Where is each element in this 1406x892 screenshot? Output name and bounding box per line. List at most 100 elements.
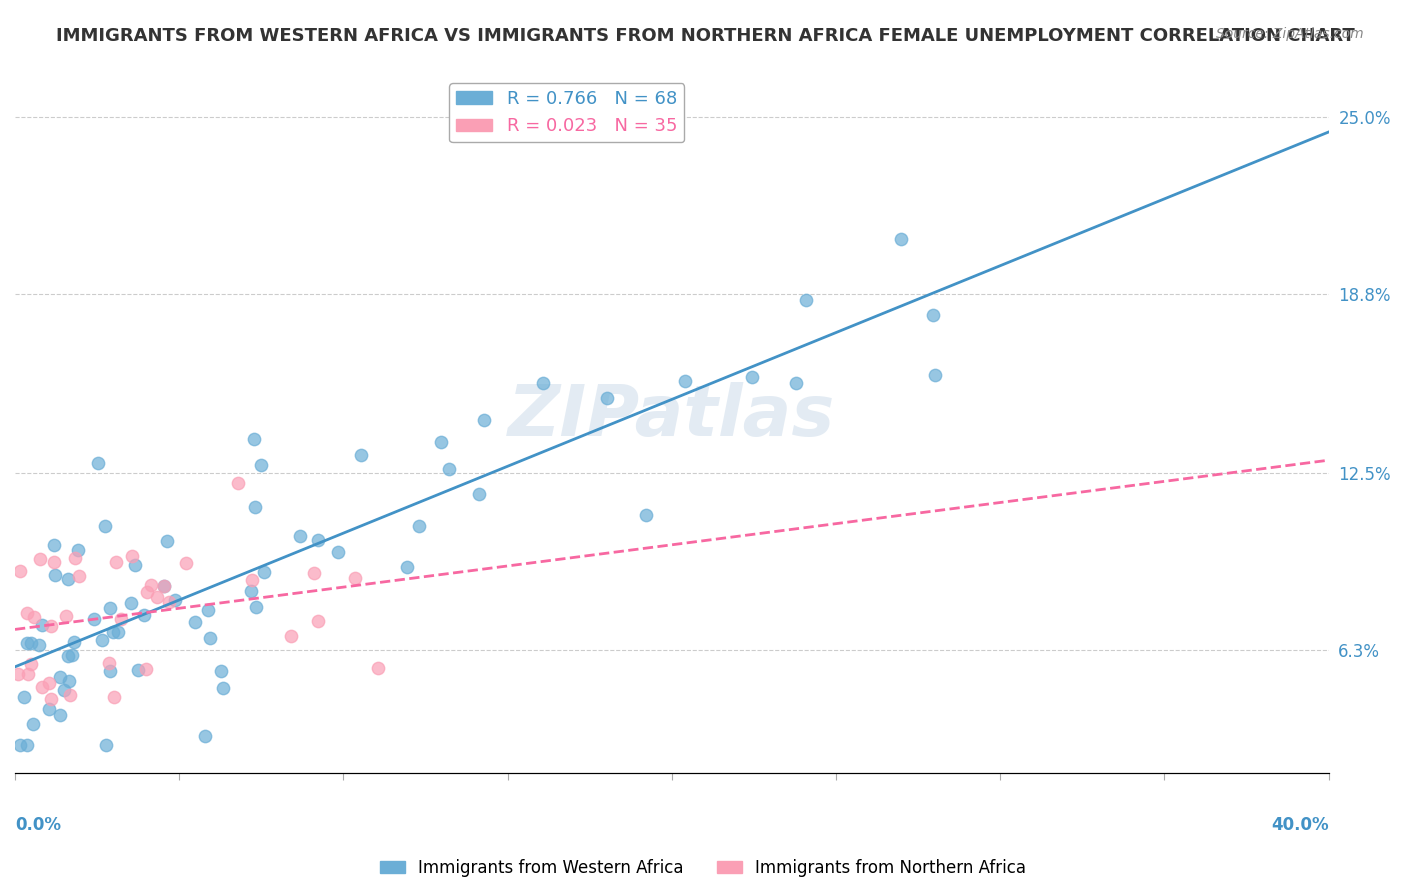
Text: IMMIGRANTS FROM WESTERN AFRICA VS IMMIGRANTS FROM NORTHERN AFRICA FEMALE UNEMPLO: IMMIGRANTS FROM WESTERN AFRICA VS IMMIGR… — [56, 27, 1355, 45]
Legend: Immigrants from Western Africa, Immigrants from Northern Africa: Immigrants from Western Africa, Immigran… — [373, 853, 1033, 884]
blue — [197, 602, 219, 616]
blue — [60, 648, 83, 662]
blue — [152, 578, 174, 592]
blue — [38, 702, 60, 716]
blue — [741, 370, 763, 384]
blue — [44, 568, 66, 582]
blue — [83, 612, 105, 626]
pink — [31, 680, 53, 694]
pink — [135, 662, 157, 676]
blue — [243, 432, 266, 446]
blue — [127, 663, 149, 677]
pink — [65, 550, 87, 565]
blue — [890, 231, 912, 245]
pink — [44, 556, 66, 570]
pink — [104, 555, 127, 569]
blue — [48, 707, 70, 722]
blue — [53, 682, 76, 697]
blue — [56, 649, 79, 664]
pink — [55, 608, 77, 623]
pink — [17, 606, 39, 620]
blue — [21, 716, 44, 731]
blue — [124, 558, 146, 572]
Legend: R = 0.766   N = 68, R = 0.023   N = 35: R = 0.766 N = 68, R = 0.023 N = 35 — [449, 83, 685, 143]
blue — [245, 599, 267, 614]
pink — [20, 657, 42, 672]
blue — [17, 635, 39, 649]
blue — [249, 458, 271, 473]
blue — [437, 461, 460, 475]
blue — [28, 638, 51, 652]
blue — [408, 519, 430, 533]
pink — [157, 595, 180, 609]
pink — [280, 629, 302, 643]
blue — [94, 738, 117, 752]
blue — [94, 518, 117, 533]
blue — [107, 625, 129, 640]
blue — [15, 738, 38, 752]
blue — [58, 673, 80, 688]
blue — [209, 664, 232, 678]
blue — [243, 500, 266, 514]
blue — [134, 608, 156, 623]
blue — [634, 508, 657, 522]
blue — [62, 635, 84, 649]
pink — [17, 667, 39, 681]
blue — [794, 293, 817, 307]
blue — [924, 368, 946, 382]
blue — [87, 456, 110, 470]
pink — [343, 571, 366, 585]
blue — [90, 632, 112, 647]
blue — [31, 618, 53, 632]
pink — [226, 476, 249, 491]
blue — [20, 636, 42, 650]
blue — [101, 624, 124, 639]
blue — [13, 690, 35, 705]
blue — [531, 376, 554, 391]
blue — [44, 538, 66, 552]
pink — [22, 610, 45, 624]
pink — [67, 569, 90, 583]
blue — [10, 738, 32, 752]
Text: 40.0%: 40.0% — [1271, 816, 1329, 834]
pink — [30, 552, 52, 566]
blue — [194, 729, 217, 743]
pink — [135, 585, 157, 599]
pink — [38, 675, 60, 690]
blue — [596, 391, 619, 405]
Text: 0.0%: 0.0% — [15, 816, 60, 834]
blue — [100, 665, 122, 679]
blue — [350, 449, 373, 463]
pink — [59, 688, 82, 702]
blue — [156, 533, 179, 548]
pink — [302, 566, 325, 581]
blue — [200, 631, 222, 645]
blue — [396, 560, 419, 574]
pink — [152, 579, 174, 593]
blue — [66, 543, 89, 558]
pink — [39, 691, 62, 706]
blue — [290, 528, 312, 542]
pink — [41, 619, 63, 633]
blue — [429, 435, 451, 450]
blue — [253, 565, 276, 579]
blue — [467, 486, 489, 500]
pink — [110, 612, 132, 626]
blue — [673, 375, 696, 389]
blue — [921, 308, 943, 322]
Text: Source: ZipAtlas.com: Source: ZipAtlas.com — [1216, 27, 1364, 41]
pink — [7, 666, 30, 681]
blue — [120, 596, 142, 610]
Text: ZIPatlas: ZIPatlas — [508, 382, 835, 450]
blue — [183, 615, 205, 629]
blue — [98, 600, 121, 615]
blue — [785, 376, 807, 391]
blue — [472, 412, 495, 426]
pink — [367, 661, 389, 675]
blue — [163, 593, 186, 607]
pink — [145, 590, 167, 604]
pink — [240, 573, 263, 587]
blue — [212, 681, 235, 695]
pink — [139, 577, 162, 591]
pink — [307, 615, 329, 629]
